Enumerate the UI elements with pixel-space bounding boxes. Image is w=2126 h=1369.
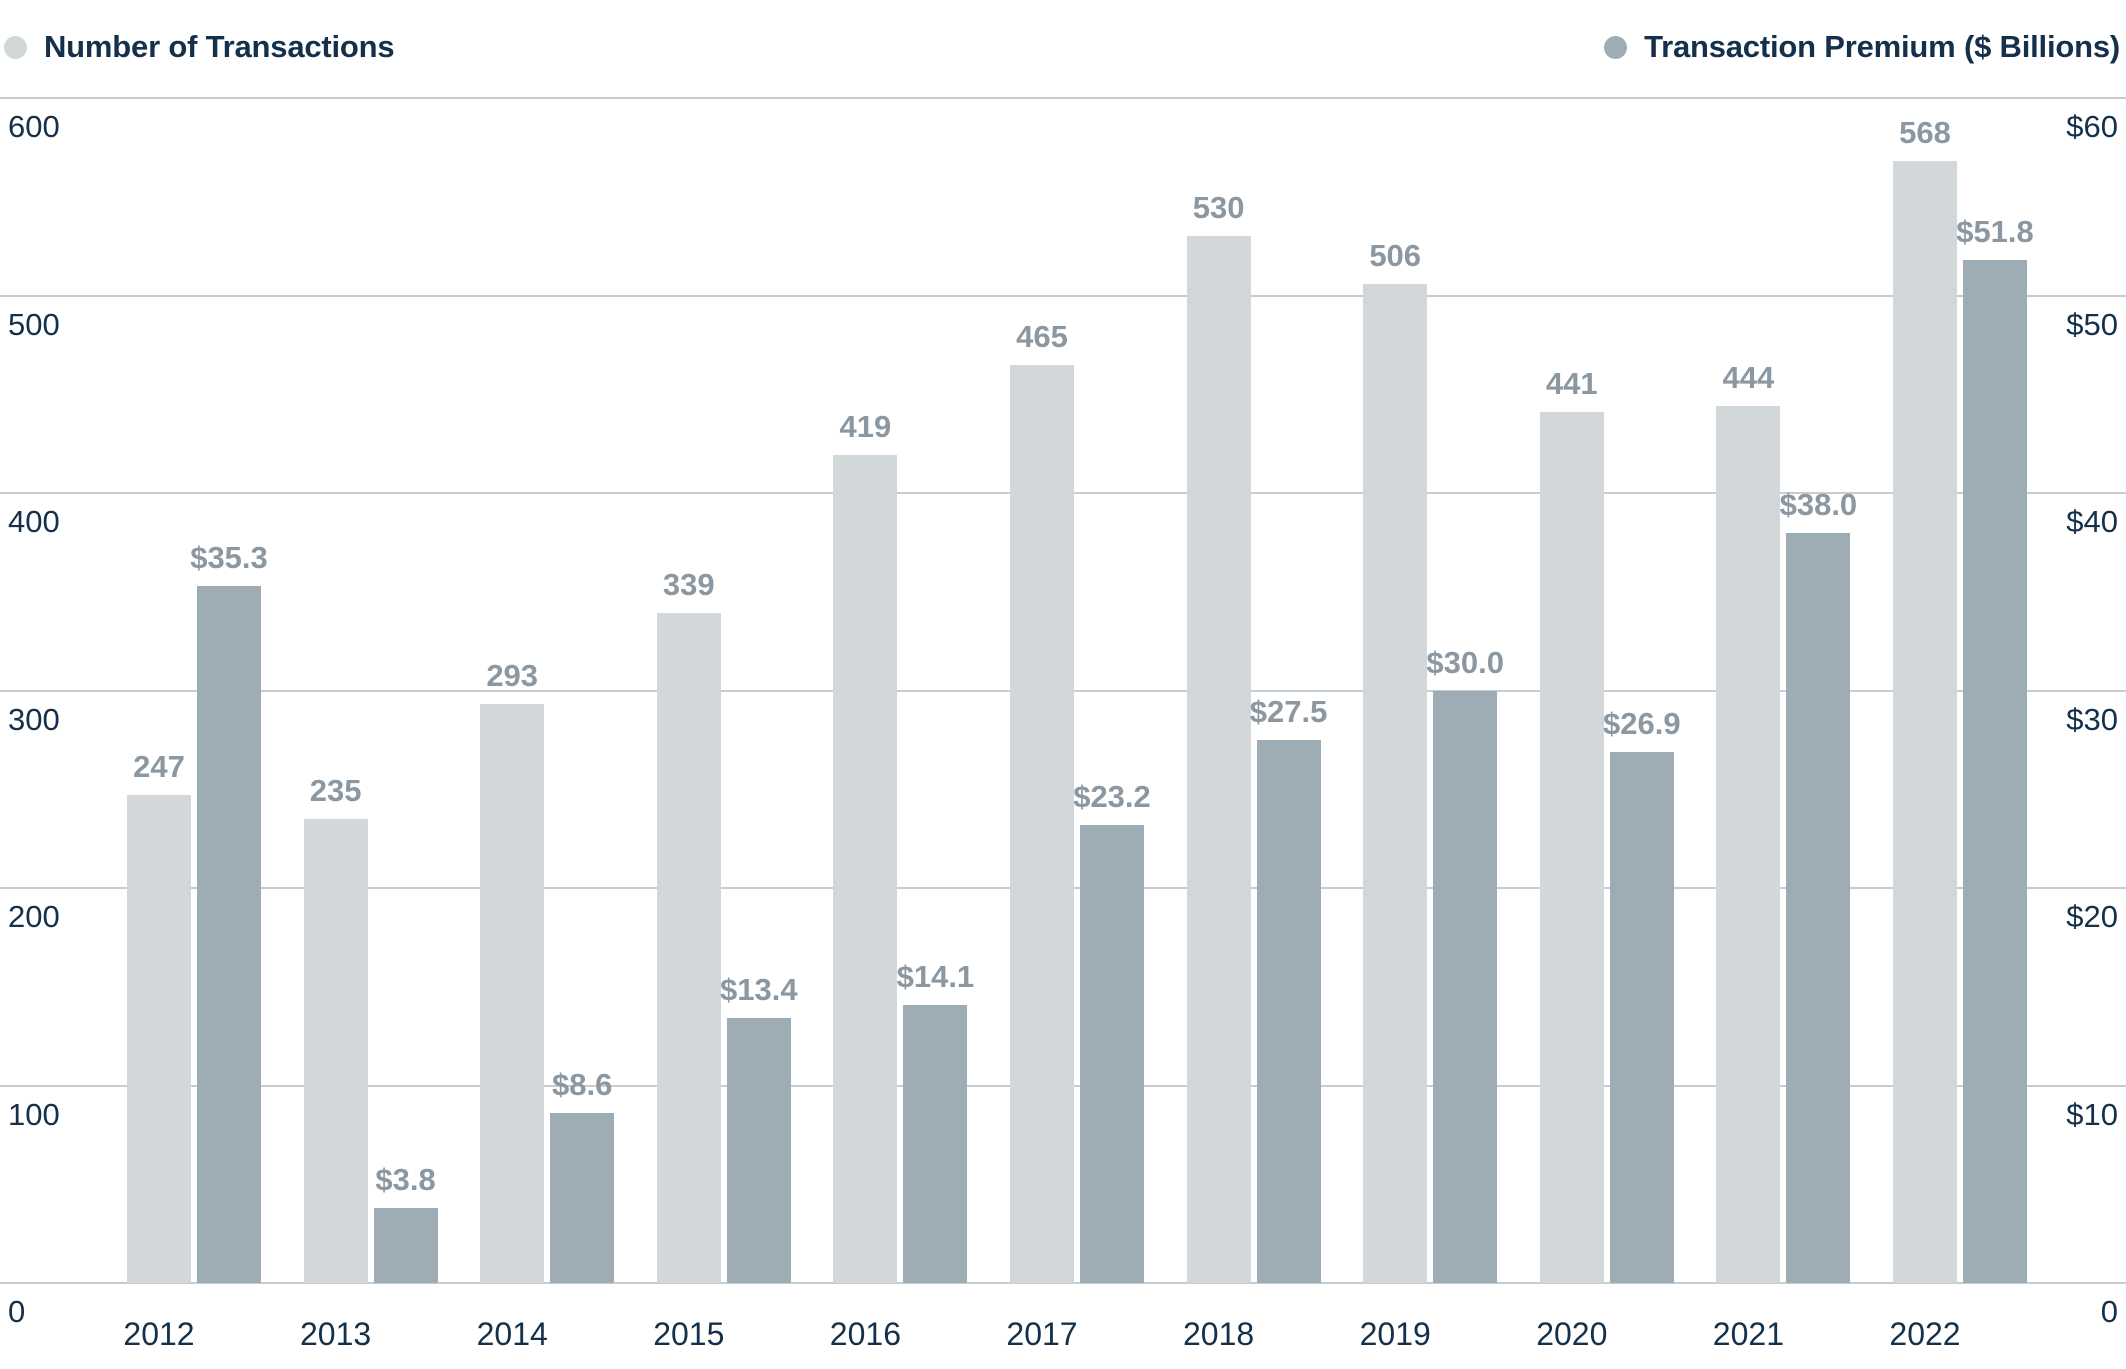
- bar-value-label-transactions: 444: [1722, 360, 1775, 396]
- bar-value-label-transactions: 235: [309, 772, 362, 808]
- left-axis-tick-label: 300: [8, 701, 60, 737]
- left-axis-tick-label: 600: [8, 109, 60, 144]
- left-axis-tick-label: 100: [8, 1096, 60, 1132]
- bar-transaction-premium: [1256, 739, 1321, 1283]
- bar-number-of-transactions: [303, 818, 368, 1283]
- x-axis-year-label: 2014: [476, 1316, 548, 1352]
- left-axis-tick-label: 500: [8, 306, 60, 342]
- bar-number-of-transactions: [1539, 412, 1604, 1283]
- legend-dot-transaction-premium: [1604, 35, 1628, 59]
- gridline: [0, 294, 2126, 297]
- legend-dot-number-of-transactions: [4, 35, 27, 59]
- bar-value-label-premium: $23.2: [1073, 778, 1151, 814]
- bar-value-label-premium: $26.9: [1603, 705, 1681, 741]
- bar-transaction-premium: [1786, 532, 1851, 1283]
- bar-transaction-premium: [550, 1113, 615, 1283]
- bar-value-label-transactions: 506: [1369, 237, 1422, 273]
- bar-value-label-premium: $14.1: [896, 958, 975, 994]
- bar-value-label-premium: $35.3: [190, 539, 268, 575]
- bar-number-of-transactions: [1186, 236, 1251, 1283]
- legend-label-number-of-transactions: Number of Transactions: [44, 29, 395, 64]
- left-axis-tick-label: 400: [8, 504, 60, 539]
- x-axis-year-label: 2019: [1359, 1316, 1431, 1352]
- x-axis-year-label: 2013: [300, 1316, 372, 1352]
- x-axis-year-label: 2022: [1889, 1316, 1961, 1352]
- x-axis-year-label: 2018: [1183, 1316, 1255, 1352]
- bar-value-label-transactions: 293: [486, 658, 539, 694]
- bar-value-label-premium: $27.5: [1249, 693, 1328, 729]
- bar-value-label-transactions: 465: [1016, 318, 1068, 354]
- right-axis-tick-label: $20: [2066, 899, 2118, 934]
- bar-value-label-premium: $13.4: [720, 972, 798, 1008]
- right-axis-tick-label: $50: [2066, 306, 2118, 342]
- bar-number-of-transactions: [833, 455, 898, 1283]
- gridline: [0, 97, 2126, 99]
- x-axis-year-label: 2015: [653, 1316, 725, 1352]
- x-axis-year-label: 2020: [1536, 1316, 1608, 1352]
- bar-transaction-premium: [903, 1004, 968, 1283]
- bar-transaction-premium: [1963, 259, 2027, 1283]
- bar-value-label-premium: $8.6: [552, 1067, 613, 1103]
- legend-item-number-of-transactions: Number of Transactions: [4, 28, 395, 66]
- bar-transaction-premium: [373, 1207, 438, 1283]
- legend-item-transaction-premium: Transaction Premium ($ Billions): [1604, 28, 2120, 66]
- bar-value-label-premium: $3.8: [375, 1161, 436, 1197]
- bar-value-label-premium: $38.0: [1779, 486, 1858, 522]
- bar-number-of-transactions: [480, 704, 545, 1283]
- bar-value-label-transactions: 568: [1899, 115, 1951, 151]
- bar-number-of-transactions: [1010, 364, 1074, 1283]
- bar-value-label-premium: $51.8: [1956, 213, 2034, 249]
- bar-transaction-premium: [726, 1018, 791, 1283]
- right-axis-tick-label: $30: [2066, 701, 2118, 737]
- bar-number-of-transactions: [1716, 406, 1781, 1283]
- x-axis-year-label: 2016: [829, 1316, 901, 1352]
- bar-transaction-premium: [1609, 751, 1674, 1283]
- bar-number-of-transactions: [656, 613, 721, 1283]
- bar-value-label-transactions: 530: [1192, 190, 1245, 226]
- right-axis-tick-label: $10: [2066, 1096, 2118, 1132]
- bar-value-label-transactions: 441: [1545, 366, 1598, 402]
- bar-value-label-transactions: 339: [662, 567, 715, 603]
- x-axis-year-label: 2012: [123, 1316, 195, 1352]
- right-axis-tick-label: $40: [2066, 504, 2118, 539]
- bar-transaction-premium: [1080, 824, 1144, 1283]
- left-axis-tick-label: 200: [8, 899, 60, 934]
- bar-number-of-transactions: [1363, 283, 1428, 1283]
- bar-value-label-transactions: 419: [839, 409, 892, 445]
- left-axis-tick-label: 0: [8, 1294, 26, 1329]
- bar-transaction-premium: [1433, 690, 1498, 1283]
- bar-transaction-premium: [197, 585, 261, 1283]
- right-axis-tick-label: 0: [2100, 1294, 2118, 1329]
- x-axis-year-label: 2021: [1712, 1316, 1784, 1352]
- legend-label-transaction-premium: Transaction Premium ($ Billions): [1644, 29, 2120, 64]
- bar-value-label-premium: $30.0: [1426, 644, 1504, 680]
- bar-number-of-transactions: [1893, 161, 1957, 1283]
- bar-value-label-transactions: 247: [133, 749, 185, 785]
- x-axis-year-label: 2017: [1006, 1316, 1078, 1352]
- bar-number-of-transactions: [127, 795, 191, 1283]
- gridline: [0, 1282, 2126, 1284]
- right-axis-tick-label: $60: [2066, 109, 2118, 144]
